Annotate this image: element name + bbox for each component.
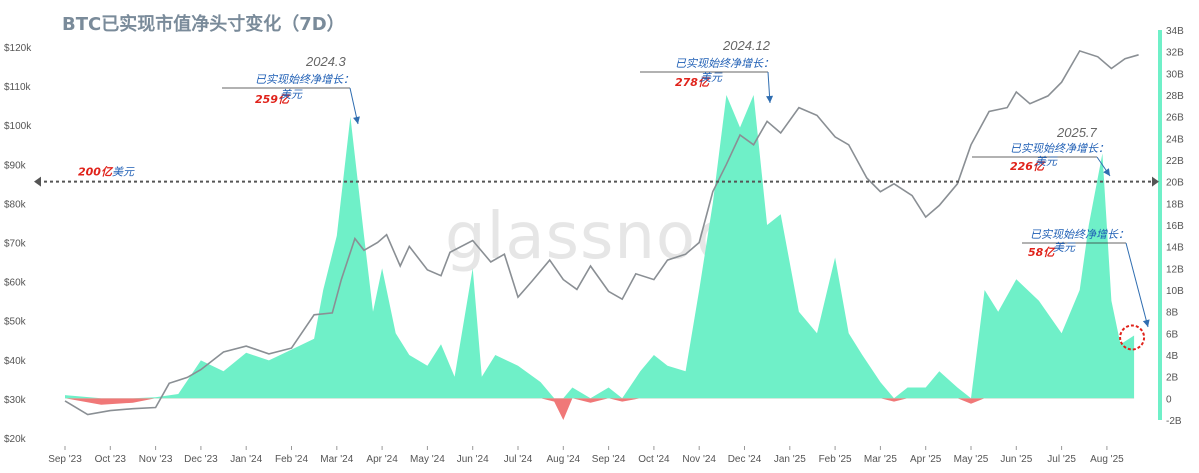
right-axis-tick: 10B (1166, 286, 1184, 297)
right-axis-tick: 30B (1166, 69, 1184, 80)
annotation-value: 226亿 (1010, 160, 1046, 173)
right-axis-tick: 16B (1166, 221, 1184, 232)
left-axis-tick: $40k (4, 356, 27, 367)
annotation-unit: 美元 (700, 71, 723, 84)
annotation-unit: 美元 (1053, 241, 1076, 254)
threshold-unit: 美元 (112, 166, 135, 179)
x-axis-tick: Aug '24 (546, 454, 580, 465)
right-axis-tick: 24B (1166, 134, 1184, 145)
right-axis: -2B 0 2B 4B 6B 8B 10B 12B 14B 16B 18B 20B 22B 24B 26B 2… (1158, 26, 1184, 427)
btc-price-line (64, 49, 1139, 416)
x-axis-tick: Apr '24 (366, 454, 398, 465)
right-axis-tick: 34B (1166, 26, 1184, 37)
annotation-date: 2024.12 (722, 38, 771, 53)
x-axis-tick: Jan '25 (774, 454, 806, 465)
right-axis-tick: 14B (1166, 243, 1184, 254)
annotation-label: 已实现始终净增长： (255, 73, 354, 86)
right-axis-tick: 0 (1166, 394, 1172, 405)
x-axis-tick: Mar '25 (864, 454, 897, 465)
x-axis-tick: Jul '24 (504, 454, 533, 465)
x-axis-tick: Oct '24 (638, 454, 670, 465)
annotation-value: 259亿 (255, 93, 291, 106)
annotation-value: 278亿 (675, 76, 711, 89)
x-axis-tick: Jun '25 (1000, 454, 1032, 465)
right-axis-tick: 12B (1166, 264, 1184, 275)
annotation-value: 58亿 (1028, 246, 1056, 259)
highlight-circle (1119, 324, 1146, 351)
right-axis-tick: 18B (1166, 199, 1184, 210)
left-axis-tick: $70k (4, 239, 27, 250)
left-axis-tick: $120k (4, 43, 32, 54)
x-axis-tick: Jul '25 (1047, 454, 1076, 465)
annotations: 2024.3已实现始终净增长：259亿美元2024.12已实现始终净增长：278… (222, 38, 1150, 351)
right-axis-bar (1158, 30, 1162, 420)
left-axis-tick: $20k (4, 434, 27, 445)
annotation-arrow-head (1103, 168, 1110, 176)
netflow-area-negative (65, 398, 1135, 420)
right-axis-tick: 28B (1166, 91, 1184, 102)
right-axis-tick: 8B (1166, 308, 1179, 319)
annotation-label: 已实现始终净增长： (1030, 228, 1129, 241)
x-axis-tick: Dec '23 (184, 454, 218, 465)
left-axis-tick: $110k (4, 82, 32, 93)
right-axis-tick: 20B (1166, 178, 1184, 189)
x-axis-tick: Sep '23 (48, 454, 82, 465)
x-axis-tick: Feb '25 (819, 454, 852, 465)
annotation-date: 2024.3 (305, 54, 347, 69)
x-axis-tick: Nov '24 (682, 454, 716, 465)
threshold-value: 200亿 (78, 166, 114, 179)
left-axis-tick: $50k (4, 317, 27, 328)
left-axis-tick: $60k (4, 278, 27, 289)
x-axis-tick: Oct '23 (95, 454, 127, 465)
x-axis-tick: Jun '24 (457, 454, 489, 465)
left-axis-tick: $100k (4, 121, 32, 132)
x-axis-tick: Feb '24 (275, 454, 308, 465)
annotation-arrow-line (1125, 242, 1149, 328)
x-axis-tick: May '24 (410, 454, 445, 465)
right-axis-tick: 22B (1166, 156, 1184, 167)
chart-title: BTC已实现市值净头寸变化（7D） (62, 13, 345, 35)
right-axis-tick: 4B (1166, 351, 1179, 362)
right-axis-tick: 32B (1166, 48, 1184, 59)
right-axis-tick: -2B (1166, 416, 1182, 427)
annotation-unit: 美元 (280, 88, 303, 101)
threshold-arrow-left (34, 176, 41, 187)
plot-area: 200亿 美元 (34, 49, 1159, 420)
annotation-label: 已实现始终净增长： (1010, 142, 1109, 155)
x-axis-tick: May '25 (954, 454, 989, 465)
x-axis-tick: Aug '25 (1090, 454, 1124, 465)
x-axis-tick: Nov '23 (139, 454, 173, 465)
x-axis-tick: Sep '24 (592, 454, 626, 465)
annotation-label: 已实现始终净增长： (675, 57, 774, 70)
x-axis-tick: Apr '25 (910, 454, 942, 465)
annotation-date: 2025.7 (1056, 125, 1098, 140)
x-axis-tick: Dec '24 (728, 454, 762, 465)
netflow-area-positive (65, 95, 1135, 399)
left-axis: $20k $30k $40k $50k $60k $70k $80k $90k $100k $11… (4, 43, 32, 445)
left-axis-tick: $80k (4, 199, 27, 210)
right-axis-tick: 26B (1166, 113, 1184, 124)
x-axis: Sep '23 Oct '23 Nov '23 Dec '23 Jan '24 Feb '… (48, 446, 1124, 465)
x-axis-tick: Mar '24 (320, 454, 353, 465)
left-axis-tick: $90k (4, 160, 27, 171)
right-axis-tick: 2B (1166, 373, 1179, 384)
x-axis-tick: Jan '24 (230, 454, 262, 465)
threshold-arrow-right (1152, 176, 1159, 187)
annotation-unit: 美元 (1035, 155, 1058, 168)
annotation-arrow-head (353, 116, 360, 124)
annotation-arrow-head (1142, 319, 1150, 327)
annotation-arrow-head (766, 95, 774, 103)
right-axis-tick: 6B (1166, 329, 1179, 340)
left-axis-tick: $30k (4, 395, 27, 406)
